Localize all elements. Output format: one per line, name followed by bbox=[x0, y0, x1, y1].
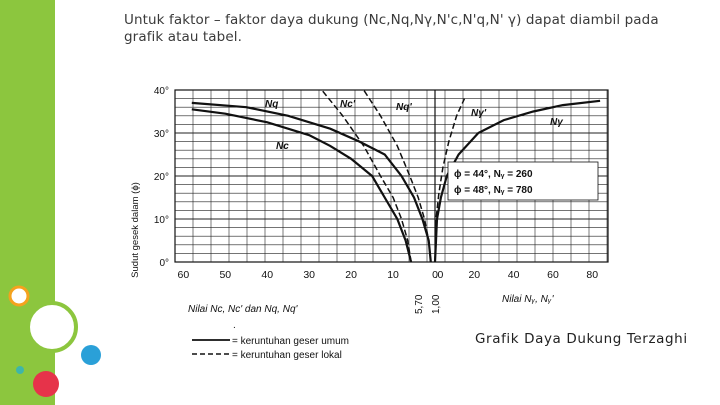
chart-curves bbox=[191, 89, 601, 263]
chart-caption: Grafik Daya Dukung Terzaghi bbox=[475, 331, 688, 347]
heading-line-1: Untuk faktor – faktor daya dukung (Nc,Nq… bbox=[124, 12, 659, 28]
blue-circle bbox=[81, 345, 101, 365]
red-circle bbox=[33, 371, 59, 397]
x-right-tick-label: 80 bbox=[586, 269, 598, 281]
curve-n-local bbox=[434, 98, 466, 263]
slide-heading: Untuk faktor – faktor daya dukung (Nc,Nq… bbox=[124, 12, 664, 46]
x-left-tick-label: 40 bbox=[261, 269, 273, 281]
curve-n bbox=[433, 99, 601, 263]
y-tick-label: 20° bbox=[154, 172, 169, 183]
y-tick-label: 0° bbox=[159, 258, 169, 269]
curve-label-nq: Nq bbox=[265, 99, 278, 110]
decorative-circles bbox=[8, 285, 101, 397]
x-right-label: Nilai Nᵧ, Nᵧ' bbox=[502, 294, 555, 305]
large-white-circle bbox=[26, 301, 78, 353]
chart-ticks: 0° 10° 20° 30° 40° 60 50 40 30 20 10 0.0 20 40 60 80 bbox=[154, 86, 598, 281]
x-left-tick-label: 10 bbox=[387, 269, 399, 281]
curve-label-nc-local: Nc' bbox=[340, 99, 356, 110]
annotation-box bbox=[447, 161, 599, 201]
vertical-label-5-70: 5,70 bbox=[414, 294, 425, 314]
legend-solid-text: = keruntuhan geser umum bbox=[232, 336, 349, 347]
x-right-tick-label: 20 bbox=[468, 269, 480, 281]
x-right-tick-label: 60 bbox=[547, 269, 559, 281]
curve-nc-local bbox=[321, 89, 412, 263]
y-axis-label: Sudut gesek dalam (ϕ) bbox=[130, 182, 141, 278]
x-left-tick-label: 30 bbox=[303, 269, 315, 281]
small-teal-circle bbox=[16, 366, 24, 374]
legend-dashed-text: = keruntuhan geser lokal bbox=[232, 350, 342, 361]
x-left-label: Nilai Nc, Nc' dan Nq, Nq' bbox=[188, 304, 299, 315]
curve-nc bbox=[191, 108, 413, 263]
orange-circle-ring bbox=[8, 285, 30, 307]
annotation-48: ϕ = 48°, Nᵧ = 780 bbox=[454, 185, 533, 196]
x-right-tick-label: .0 bbox=[435, 269, 444, 281]
y-tick-label: 10° bbox=[154, 215, 169, 226]
x-left-tick-label: 20 bbox=[345, 269, 357, 281]
y-tick-label: 40° bbox=[154, 86, 169, 97]
x-right-tick-label: 40 bbox=[508, 269, 520, 281]
curve-nq bbox=[191, 101, 432, 263]
x-left-tick-label: 60 bbox=[178, 269, 190, 281]
curve-label-ng: Nγ bbox=[550, 117, 564, 128]
curve-label-nc: Nc bbox=[276, 141, 289, 152]
curve-nq-local bbox=[363, 89, 432, 263]
annotation-44: ϕ = 44°, Nᵧ = 260 bbox=[454, 169, 533, 180]
legend-bullet: . bbox=[233, 320, 236, 331]
heading-line-2: grafik atau tabel. bbox=[124, 29, 242, 45]
y-tick-label: 30° bbox=[154, 129, 169, 140]
bearing-capacity-chart: 0° 10° 20° 30° 40° 60 50 40 30 20 10 0.0 20 40 60 80 Su… bbox=[130, 80, 650, 370]
curve-label-ng-local: Nγ' bbox=[471, 108, 487, 119]
chart-svg: 0° 10° 20° 30° 40° 60 50 40 30 20 10 0.0 20 40 60 80 Su… bbox=[130, 86, 609, 361]
vertical-label-1-00: 1,00 bbox=[431, 294, 442, 314]
x-left-tick-label: 50 bbox=[219, 269, 231, 281]
x-left-tick-label: 0 bbox=[432, 269, 438, 281]
curve-label-nq-local: Nq' bbox=[396, 102, 412, 113]
